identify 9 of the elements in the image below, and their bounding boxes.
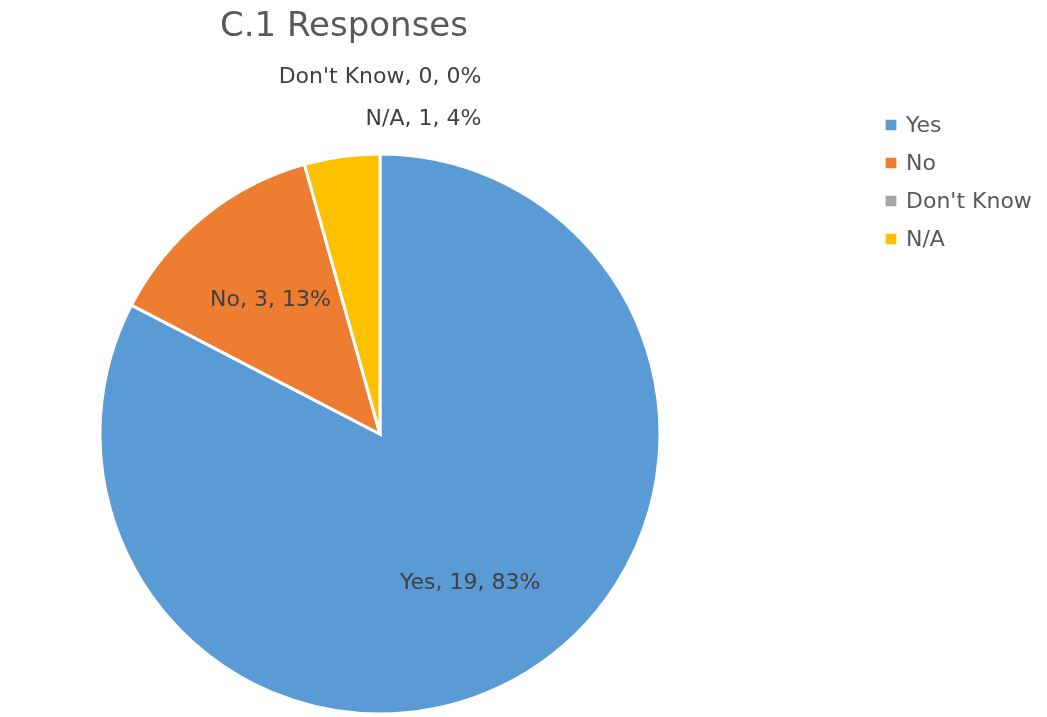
data-label: Yes, 19, 83% (399, 569, 541, 595)
legend-label: Don't Know (906, 188, 1032, 213)
data-label: No, 3, 13% (210, 286, 331, 312)
chart-title: C.1 Responses (220, 3, 468, 44)
legend-label: No (906, 150, 936, 175)
text: Don't Know, 0, 0% (278, 62, 482, 88)
legend-label: N/A (906, 226, 945, 251)
data-label: N/A, 1, 4% (365, 104, 482, 130)
legend-label: Yes (905, 112, 942, 137)
